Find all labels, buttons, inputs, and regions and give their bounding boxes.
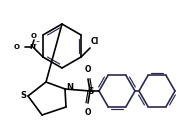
Text: N: N — [29, 44, 35, 50]
Text: −: − — [36, 39, 40, 44]
Text: O: O — [14, 44, 20, 50]
Text: O: O — [85, 108, 91, 117]
Text: O: O — [85, 65, 91, 74]
Text: N: N — [67, 83, 74, 92]
Text: +: + — [33, 44, 37, 48]
Text: S: S — [20, 92, 26, 101]
Text: S: S — [88, 88, 94, 96]
Text: O: O — [31, 33, 37, 39]
Text: Cl: Cl — [91, 37, 99, 46]
